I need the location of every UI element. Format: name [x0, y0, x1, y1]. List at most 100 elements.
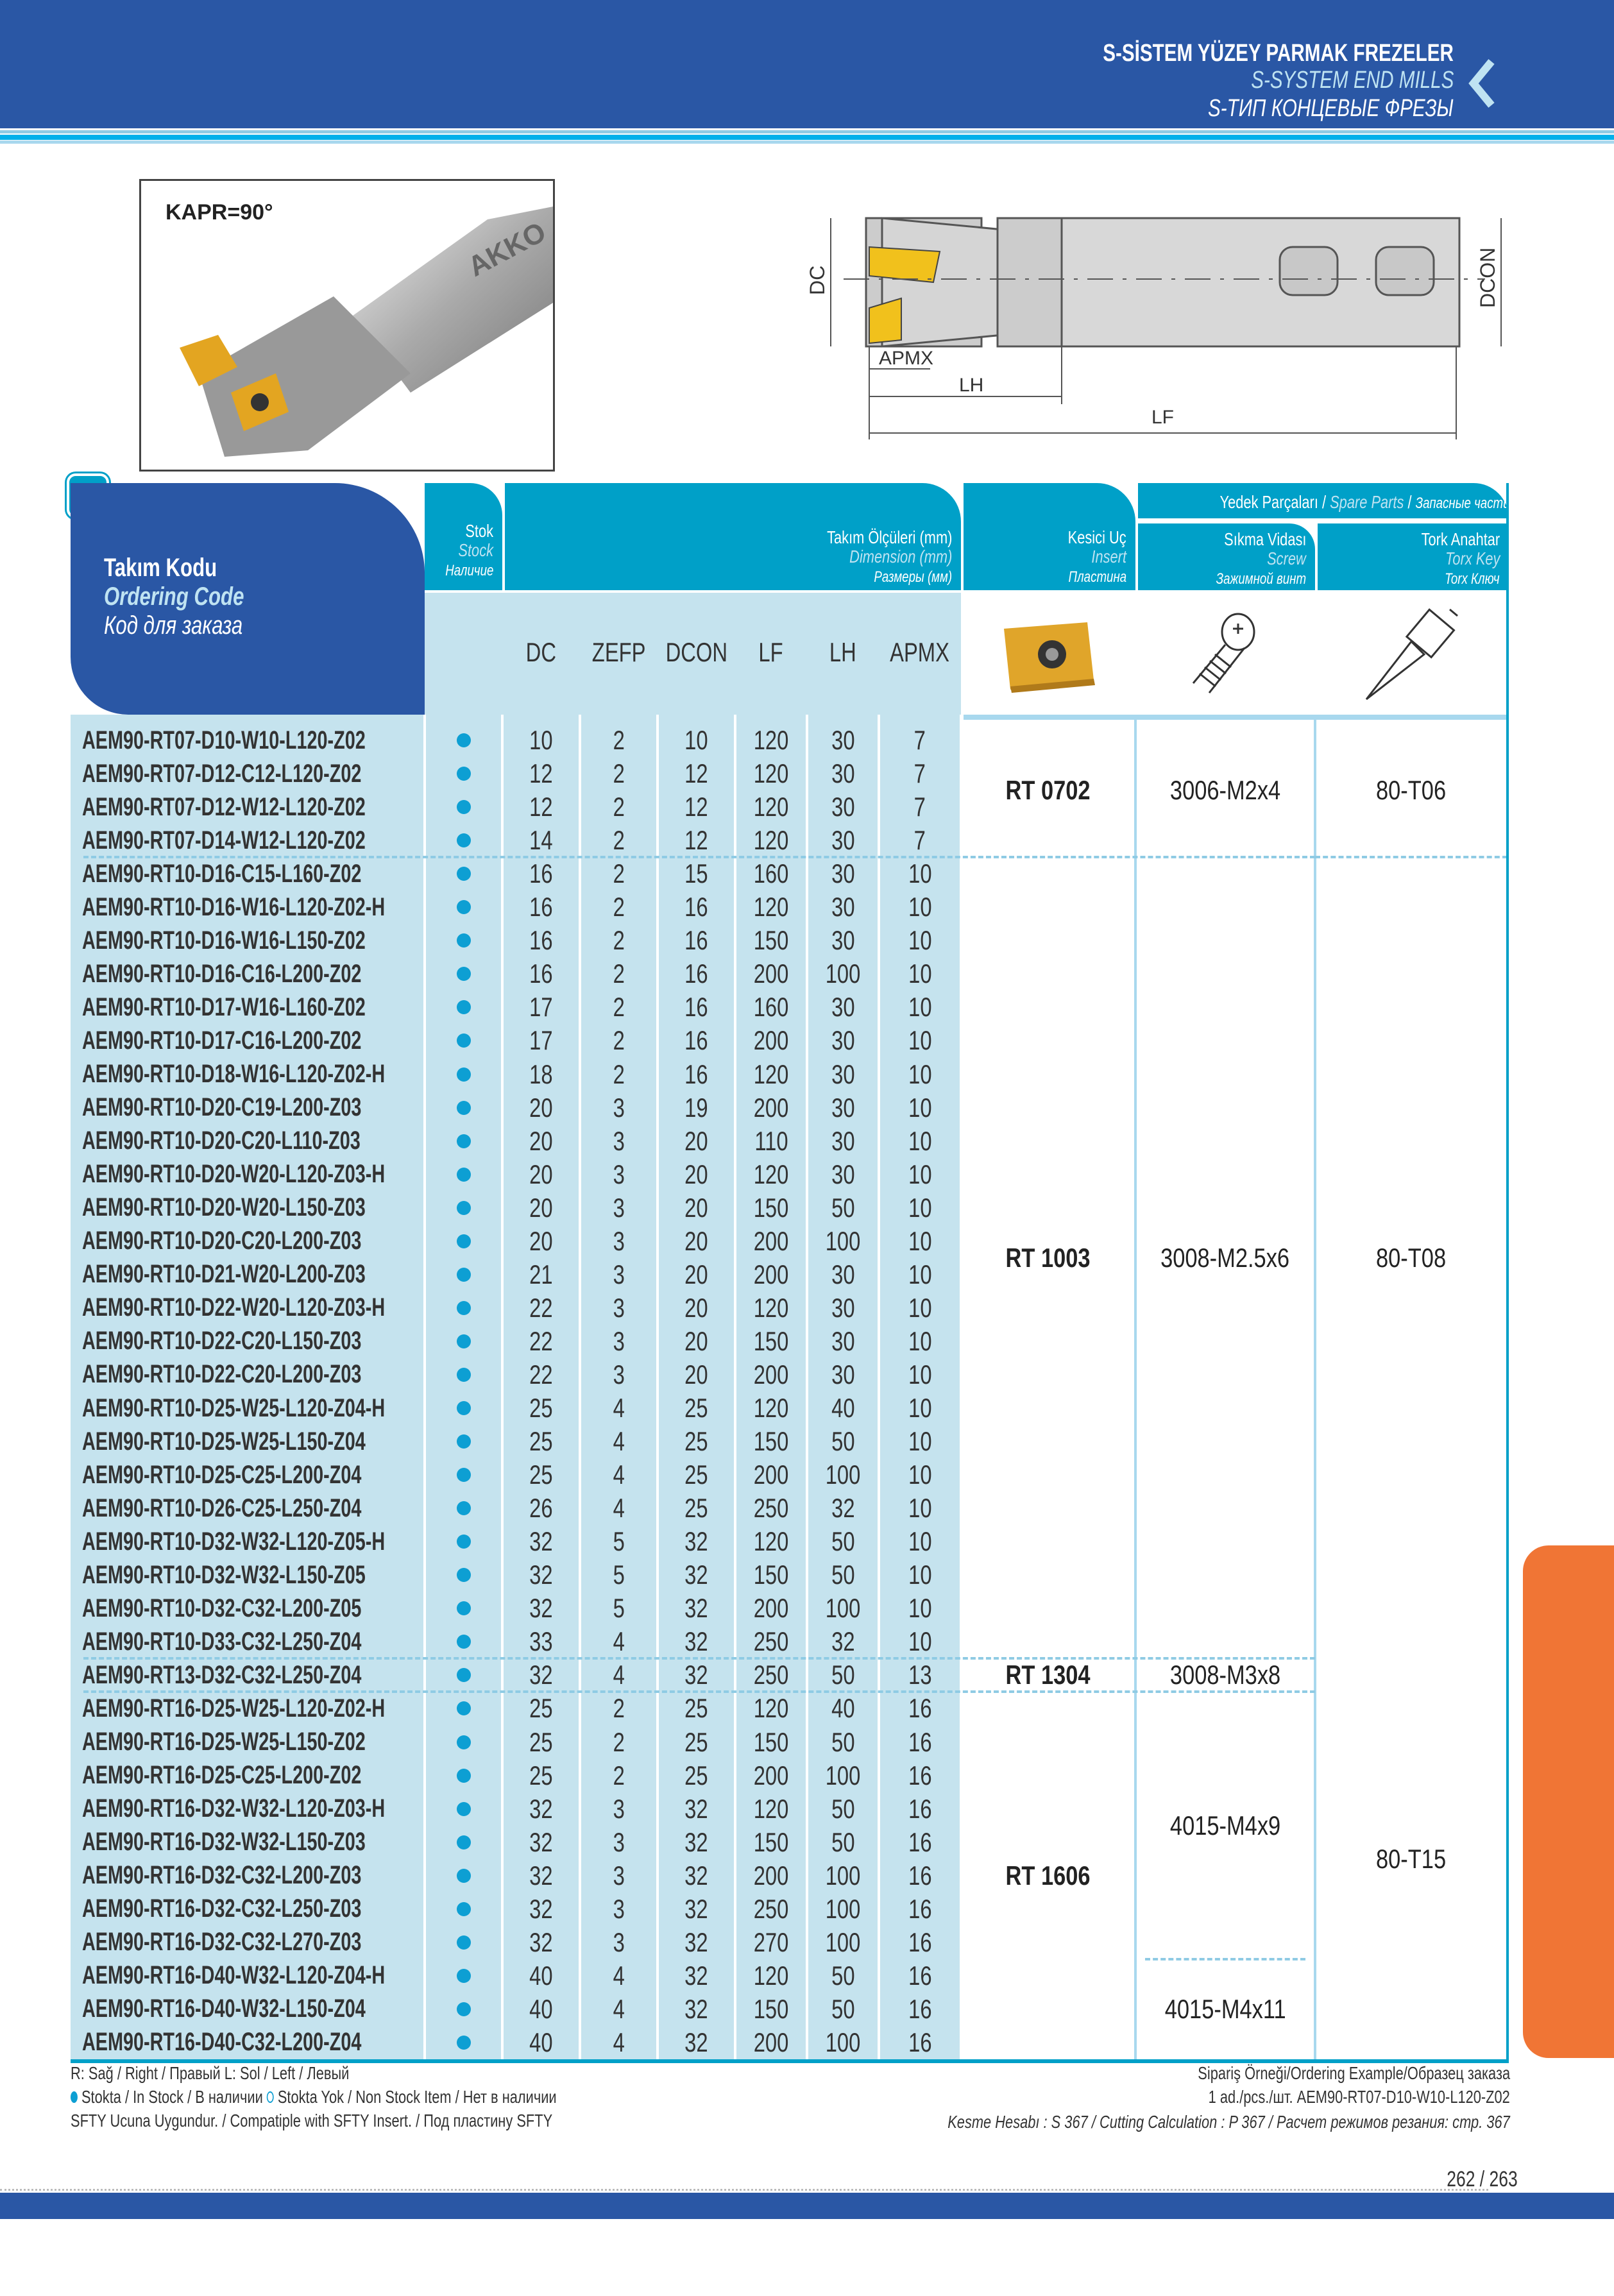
table-cell-dc: 32: [529, 1893, 553, 1924]
table-cell-lh: 30: [831, 792, 855, 822]
table-cell-zefp: 4: [613, 2027, 625, 2057]
stock-cell: [425, 1391, 502, 1425]
table-cell-lf: 200: [753, 1259, 789, 1289]
table-cell-zefp: 4: [613, 1626, 625, 1657]
table-cell-apmx: 10: [908, 1493, 932, 1524]
stock-cell: [425, 1458, 502, 1492]
table-cell-dcon: 20: [684, 1259, 708, 1289]
table-cell-lf: 150: [753, 1726, 789, 1757]
table-cell-lf: 120: [753, 725, 789, 756]
table-cell-zefp: 4: [613, 1459, 625, 1490]
in-stock-dot-icon: [456, 1033, 471, 1048]
table-row-code: AEM90-RT10-D20-W20-L120-Z03-H: [82, 1160, 386, 1189]
table-cell-apmx: 16: [908, 1993, 932, 2024]
stock-cell: [425, 824, 502, 857]
table-cell-lf: 200: [753, 1359, 789, 1390]
in-stock-dot-icon: [456, 1535, 471, 1549]
table-cell-zefp: 3: [613, 1359, 625, 1390]
stock-cell: [425, 1692, 502, 1725]
stock-cell: [425, 1191, 502, 1225]
in-stock-dot-icon: [456, 2002, 471, 2016]
table-cell-dcon: 32: [684, 1993, 708, 2024]
table-cell-lf: 200: [753, 1092, 789, 1123]
table-cell-dcon: 25: [684, 1459, 708, 1490]
table-cell-lf: 150: [753, 1993, 789, 2024]
table-cell-dc: 32: [529, 1793, 553, 1824]
table-cell-zefp: 2: [613, 925, 625, 956]
column-divider: [1134, 715, 1137, 2059]
table-cell-dcon: 20: [684, 1292, 708, 1323]
header-divider: [964, 715, 1509, 720]
ordering-code-header: Takım Kodu Ordering Code Код для заказа: [71, 483, 425, 715]
table-cell-zefp: 4: [613, 1993, 625, 2024]
table-cell-apmx: 16: [908, 1926, 932, 1957]
table-cell-dc: 33: [529, 1626, 553, 1657]
table-row-code: AEM90-RT10-D20-C20-L200-Z03: [82, 1227, 362, 1255]
screw-code: 3006-M2x4: [1169, 775, 1281, 806]
table-cell-apmx: 10: [908, 1359, 932, 1390]
table-cell-lh: 100: [825, 2027, 861, 2057]
table-cell-lh: 50: [831, 1526, 855, 1557]
section-title-ru: S-ТИП КОНЦЕВЫЕ ФРЕЗЫ: [1208, 95, 1454, 122]
table-cell-dcon: 32: [684, 1960, 708, 1991]
table-cell-lh: 100: [825, 1225, 861, 1256]
table-cell-apmx: 7: [913, 825, 926, 856]
table-row-code: AEM90-RT16-D40-W32-L120-Z04-H: [82, 1961, 386, 1990]
table-cell-dc: 20: [529, 1225, 553, 1256]
table-row-code: AEM90-RT10-D21-W20-L200-Z03: [82, 1260, 366, 1289]
table-cell-zefp: 2: [613, 825, 625, 856]
table-cell-lf: 110: [754, 1125, 788, 1156]
dcon-label: DCON: [1476, 248, 1499, 308]
table-cell-lh: 30: [831, 1059, 855, 1089]
table-cell-dc: 22: [529, 1292, 553, 1323]
in-stock-dot-icon: [456, 933, 471, 948]
column-divider: [579, 715, 581, 2059]
table-cell-apmx: 7: [913, 792, 926, 822]
in-stock-dot-icon: [456, 900, 471, 915]
in-stock-dot-icon: [456, 1000, 471, 1015]
stock-cell: [425, 1959, 502, 1993]
table-cell-dc: 32: [529, 1926, 553, 1957]
in-stock-dot-icon: [456, 733, 471, 748]
table-cell-dcon: 16: [684, 992, 708, 1023]
table-row-code: AEM90-RT10-D16-W16-L150-Z02: [82, 926, 366, 955]
table-cell-dc: 22: [529, 1359, 553, 1390]
stock-cell: [425, 790, 502, 824]
table-cell-zefp: 4: [613, 1393, 625, 1424]
column-header-apmx: APMX: [890, 637, 950, 667]
table-cell-dcon: 12: [684, 792, 708, 822]
in-stock-dot-icon: [456, 1568, 471, 1583]
in-stock-dot-icon: [456, 1401, 471, 1416]
group-divider: [1315, 856, 1508, 859]
table-row-code: AEM90-RT10-D16-C15-L160-Z02: [82, 859, 362, 888]
table-cell-dcon: 10: [684, 725, 708, 756]
table-cell-dc: 22: [529, 1325, 553, 1356]
column-header-dcon: DCON: [665, 637, 727, 667]
table-cell-dc: 18: [529, 1059, 553, 1089]
table-cell-lf: 120: [753, 1159, 789, 1189]
column-header-dc: DC: [525, 637, 557, 667]
screw-code: 4015-M4x11: [1164, 1993, 1286, 2024]
column-header-bg: [425, 593, 961, 715]
table-cell-lh: 50: [831, 1993, 855, 2024]
dimension-diagram: DC DCON APMX LH LF: [806, 217, 1502, 439]
table-cell-apmx: 10: [908, 1259, 932, 1289]
table-cell-dc: 32: [529, 1660, 553, 1690]
in-stock-dot-icon: [456, 1200, 471, 1215]
table-cell-dc: 32: [529, 1826, 553, 1857]
table-cell-apmx: 16: [908, 1726, 932, 1757]
table-cell-dcon: 16: [684, 892, 708, 923]
table-cell-dc: 12: [529, 758, 553, 789]
table-cell-dcon: 32: [684, 1626, 708, 1657]
orange-side-tab[interactable]: [1523, 1545, 1614, 2058]
non-stock-circle-icon: [266, 2091, 274, 2103]
insert-code: RT 1304: [1005, 1660, 1091, 1690]
table-cell-lf: 120: [753, 758, 789, 789]
table-row-code: AEM90-RT13-D32-C32-L250-Z04: [82, 1660, 362, 1689]
table-cell-lh: 40: [831, 1393, 855, 1424]
stock-cell: [425, 1425, 502, 1458]
table-cell-apmx: 10: [908, 1593, 932, 1624]
table-cell-dcon: 25: [684, 1693, 708, 1724]
table-cell-lf: 250: [753, 1493, 789, 1524]
table-row-code: AEM90-RT10-D26-C25-L250-Z04: [82, 1493, 362, 1522]
